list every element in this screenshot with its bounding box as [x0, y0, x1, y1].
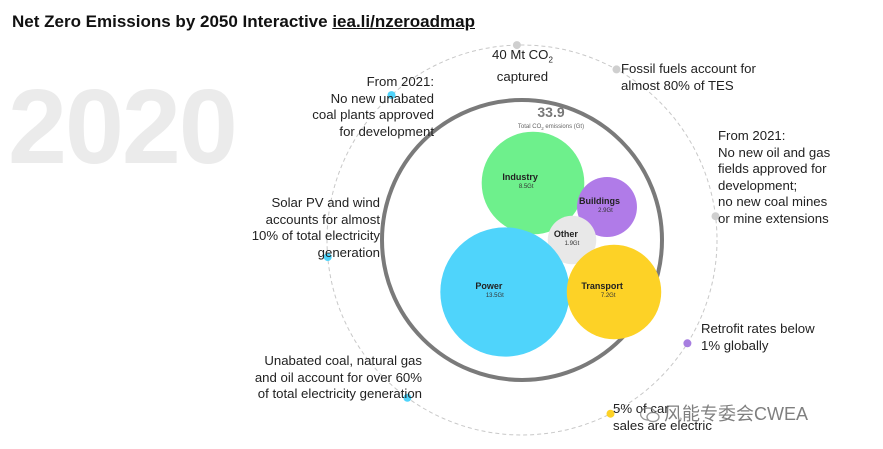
bubble-value-buildings: 2.9Gt	[598, 208, 613, 214]
wechat-icon	[639, 407, 660, 428]
annotation-solar-wind: Solar PV and wind accounts for almost 10…	[251, 195, 380, 260]
title-text: Net Zero Emissions by 2050 Interactive	[12, 12, 333, 31]
bubble-other[interactable]	[547, 215, 597, 265]
marker-unabated-coal-gas[interactable]	[403, 393, 412, 402]
annotation-retrofit: Retrofit rates below 1% globally	[701, 321, 815, 353]
page-title: Net Zero Emissions by 2050 Interactive i…	[12, 12, 475, 32]
bubble-value-industry: 8.5Gt	[519, 184, 534, 190]
bubble-label-industry: Industry	[502, 172, 538, 182]
total-label: Total CO2 emissions (Gt)	[518, 124, 584, 131]
total-emissions-ring	[380, 98, 664, 382]
bubble-buildings[interactable]	[577, 177, 637, 237]
marker-co2-captured[interactable]	[512, 41, 521, 50]
bubble-label-transport: Transport	[581, 281, 623, 291]
annotation-unabated: Unabated coal, natural gas and oil accou…	[254, 353, 422, 401]
bubble-value-power: 13.5Gt	[486, 293, 504, 299]
bubble-industry[interactable]	[481, 131, 585, 235]
watermark: 风能专委会CWEA	[639, 400, 808, 428]
bubble-label-other: Other	[554, 229, 579, 239]
bubble-label-buildings: Buildings	[579, 196, 620, 206]
outer-dashed-ring	[326, 44, 718, 436]
marker-oil-gas-fields[interactable]	[711, 212, 720, 221]
bubble-transport[interactable]	[566, 244, 662, 340]
total-value: 33.9	[537, 104, 564, 120]
marker-coal-plants[interactable]	[387, 91, 396, 100]
marker-retrofit[interactable]	[683, 339, 692, 348]
bubble-label-power: Power	[475, 281, 503, 291]
marker-fossil-tes[interactable]	[612, 65, 621, 74]
annotation-co2-captured: 40 Mt CO2 captured	[492, 47, 553, 85]
bubble-value-transport: 7.2Gt	[601, 293, 616, 299]
watermark-text: 风能专委会CWEA	[664, 404, 808, 424]
annotation-oil-gas-fields: From 2021: No new oil and gas fields app…	[718, 128, 831, 226]
marker-solar-wind[interactable]	[323, 253, 332, 261]
bubble-power[interactable]	[440, 227, 570, 357]
bubble-value-other: 1.9Gt	[565, 241, 580, 247]
marker-ev-sales[interactable]	[606, 409, 615, 418]
year-label: 2020	[8, 68, 238, 186]
roadmap-link[interactable]: iea.li/nzeroadmap	[332, 12, 475, 31]
annotation-coal-plants: From 2021: No new unabated coal plants a…	[312, 74, 434, 139]
annotation-fossil-tes: Fossil fuels account for almost 80% of T…	[621, 61, 756, 93]
